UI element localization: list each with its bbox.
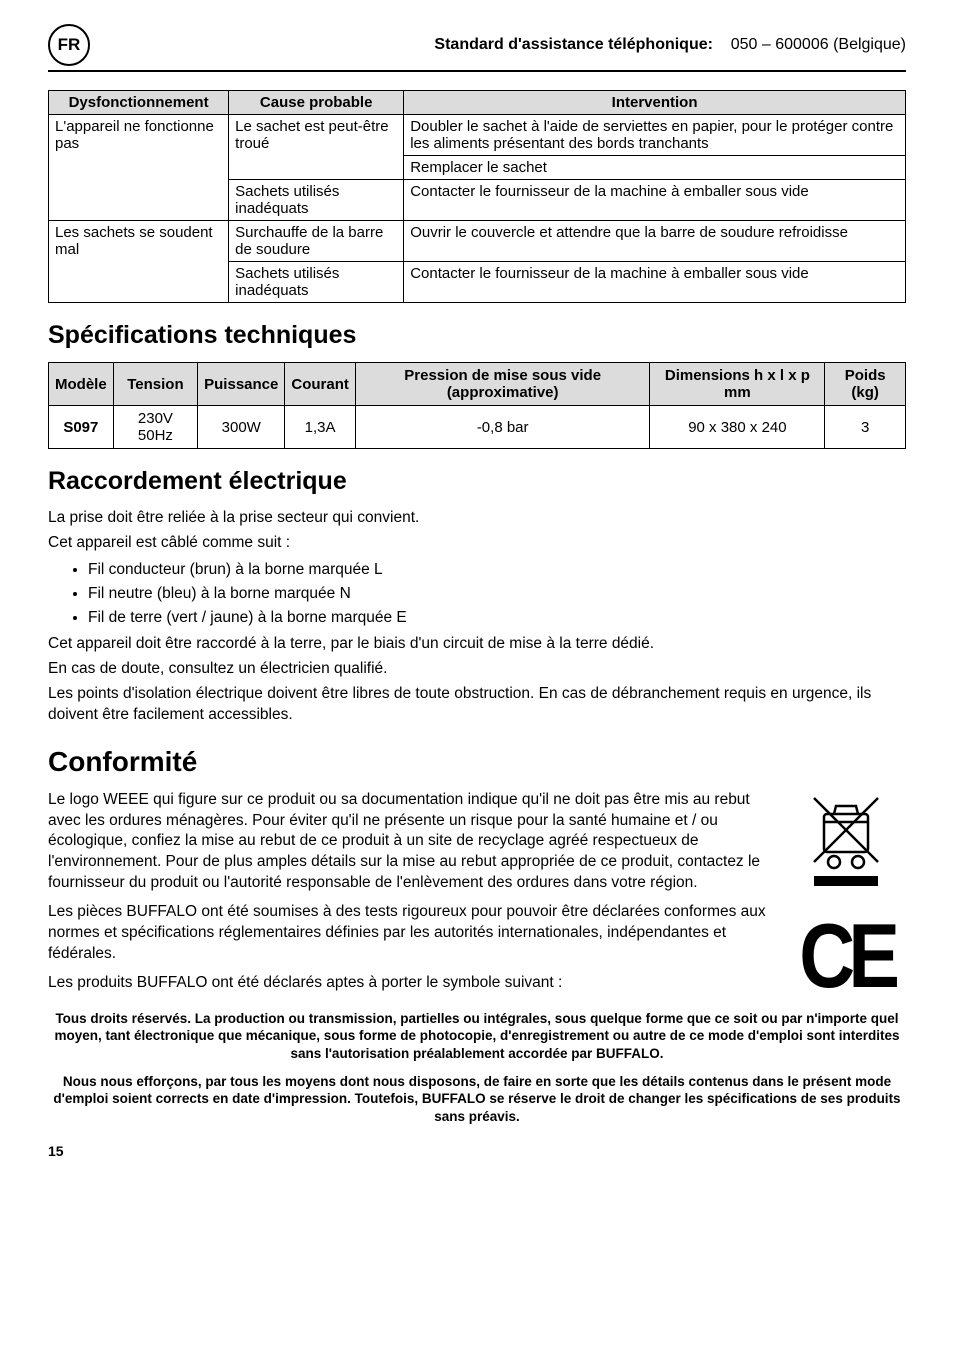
table-cell: Contacter le fournisseur de la machine à… [404, 180, 906, 221]
table-cell: 1,3A [285, 406, 356, 449]
table-cell: S097 [49, 406, 114, 449]
table-row: S097 230V 50Hz 300W 1,3A -0,8 bar 90 x 3… [49, 406, 906, 449]
paragraph: Les produits BUFFALO ont été déclarés ap… [48, 973, 768, 994]
table-cell: Ouvrir le couvercle et attendre que la b… [404, 221, 906, 262]
elec-heading: Raccordement électrique [48, 467, 906, 496]
table-header: Poids (kg) [825, 363, 906, 406]
table-cell: 230V 50Hz [113, 406, 197, 449]
paragraph: Les pièces BUFFALO ont été soumises à de… [48, 902, 768, 965]
helpline-value: 050 – 600006 (Belgique) [731, 36, 906, 53]
table-cell: Remplacer le sachet [404, 156, 906, 180]
table-header: Cause probable [229, 91, 404, 115]
weee-icon [806, 790, 886, 895]
table-cell: Le sachet est peut-être troué [229, 115, 404, 180]
copyright-text: Tous droits réservés. La production ou t… [48, 1010, 906, 1063]
table-cell: Doubler le sachet à l'aide de serviettes… [404, 115, 906, 156]
table-row: L'appareil ne fonctionne pas Le sachet e… [49, 115, 906, 156]
table-cell: L'appareil ne fonctionne pas [49, 115, 229, 221]
table-cell: 3 [825, 406, 906, 449]
spec-table: Modèle Tension Puissance Courant Pressio… [48, 362, 906, 449]
paragraph: Le logo WEEE qui figure sur ce produit o… [48, 790, 768, 895]
language-badge: FR [48, 24, 90, 66]
table-cell: Sachets utilisés inadéquats [229, 262, 404, 303]
ce-mark-icon: CE [799, 916, 893, 998]
paragraph: En cas de doute, consultez un électricie… [48, 659, 906, 680]
paragraph: La prise doit être reliée à la prise sec… [48, 508, 906, 529]
header-text: Standard d'assistance téléphonique: 050 … [434, 36, 906, 54]
table-header: Dimensions h x l x p mm [650, 363, 825, 406]
paragraph: Cet appareil doit être raccordé à la ter… [48, 634, 906, 655]
table-cell: 90 x 380 x 240 [650, 406, 825, 449]
table-header: Pression de mise sous vide (approximativ… [355, 363, 650, 406]
table-header: Puissance [198, 363, 285, 406]
conformity-text: Le logo WEEE qui figure sur ce produit o… [48, 790, 768, 998]
troubleshooting-table: Dysfonctionnement Cause probable Interve… [48, 90, 906, 303]
list-item: Fil neutre (bleu) à la borne marquée N [88, 582, 906, 606]
list-item: Fil de terre (vert / jaune) à la borne m… [88, 606, 906, 630]
table-cell: Surchauffe de la barre de soudure [229, 221, 404, 262]
page-number: 15 [48, 1143, 906, 1159]
table-cell: Les sachets se soudent mal [49, 221, 229, 303]
page-header: FR Standard d'assistance téléphonique: 0… [48, 24, 906, 72]
conformity-section: Le logo WEEE qui figure sur ce produit o… [48, 790, 906, 998]
paragraph: Cet appareil est câblé comme suit : [48, 533, 906, 554]
table-header: Tension [113, 363, 197, 406]
table-cell: -0,8 bar [355, 406, 650, 449]
language-code: FR [58, 35, 81, 55]
conformity-icons: CE [786, 790, 906, 998]
table-row: Les sachets se soudent mal Surchauffe de… [49, 221, 906, 262]
list-item: Fil conducteur (brun) à la borne marquée… [88, 558, 906, 582]
spec-heading: Spécifications techniques [48, 321, 906, 350]
copyright-block: Tous droits réservés. La production ou t… [48, 1010, 906, 1125]
table-header: Dysfonctionnement [49, 91, 229, 115]
helpline-label: Standard d'assistance téléphonique: [434, 36, 713, 53]
paragraph: Les points d'isolation électrique doiven… [48, 684, 906, 726]
table-cell: 300W [198, 406, 285, 449]
wiring-list: Fil conducteur (brun) à la borne marquée… [48, 558, 906, 630]
table-header: Courant [285, 363, 356, 406]
copyright-text: Nous nous efforçons, par tous les moyens… [48, 1073, 906, 1126]
table-header: Intervention [404, 91, 906, 115]
table-cell: Sachets utilisés inadéquats [229, 180, 404, 221]
table-cell: Contacter le fournisseur de la machine à… [404, 262, 906, 303]
conform-heading: Conformité [48, 746, 906, 778]
table-header: Modèle [49, 363, 114, 406]
